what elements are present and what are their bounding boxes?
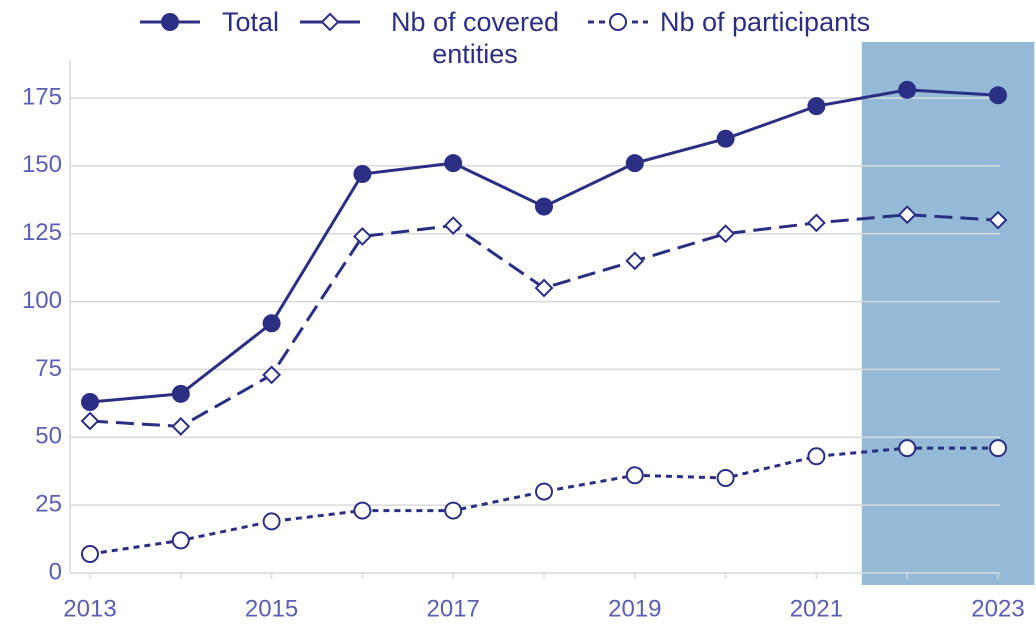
x-tick-label: 2013: [63, 595, 116, 622]
y-tick-label: 0: [49, 558, 62, 585]
point: [625, 154, 644, 173]
point: [262, 512, 281, 531]
y-tick-label: 25: [35, 490, 62, 517]
point: [171, 384, 190, 403]
point: [535, 197, 553, 216]
point: [444, 154, 463, 173]
point: [171, 531, 190, 550]
legend-label: Nb of participants: [660, 7, 871, 37]
point: [807, 97, 826, 116]
point: [625, 251, 645, 271]
point: [989, 439, 1007, 458]
point: [897, 205, 917, 225]
point: [806, 213, 826, 233]
point: [716, 129, 735, 148]
point: [81, 393, 99, 411]
point: [716, 224, 736, 244]
legend-label: Nb of covered entities: [390, 7, 560, 69]
point: [535, 482, 553, 501]
x-tick-label: 2017: [427, 595, 480, 622]
y-tick-label: 50: [35, 423, 62, 450]
point: [444, 501, 463, 520]
y-tick-label: 150: [22, 151, 62, 178]
point: [353, 501, 372, 520]
point: [352, 227, 372, 246]
point: [989, 86, 1007, 105]
x-tick-label: 2023: [971, 595, 1024, 622]
legend-marker: [161, 13, 179, 31]
y-tick-label: 125: [22, 219, 62, 246]
y-tick-label: 175: [22, 83, 62, 110]
point: [353, 165, 372, 183]
point: [988, 210, 1008, 230]
legend-marker: [320, 12, 340, 32]
x-tick-label: 2015: [245, 595, 298, 622]
y-tick-label: 100: [22, 287, 62, 314]
point: [80, 411, 100, 431]
legend-label: Total: [222, 7, 280, 37]
point: [716, 469, 735, 487]
highlight-band: [861, 42, 1035, 585]
point: [898, 439, 917, 458]
x-tick-label: 2021: [790, 595, 843, 622]
point: [171, 417, 191, 436]
legend-marker: [609, 13, 627, 31]
point: [443, 216, 463, 235]
point: [534, 278, 554, 298]
y-tick-label: 75: [35, 355, 62, 382]
x-tick-label: 2019: [608, 595, 661, 622]
point: [625, 466, 644, 485]
point: [807, 447, 826, 466]
point: [262, 314, 281, 333]
point: [898, 80, 917, 99]
point: [81, 545, 99, 563]
point: [262, 365, 282, 385]
